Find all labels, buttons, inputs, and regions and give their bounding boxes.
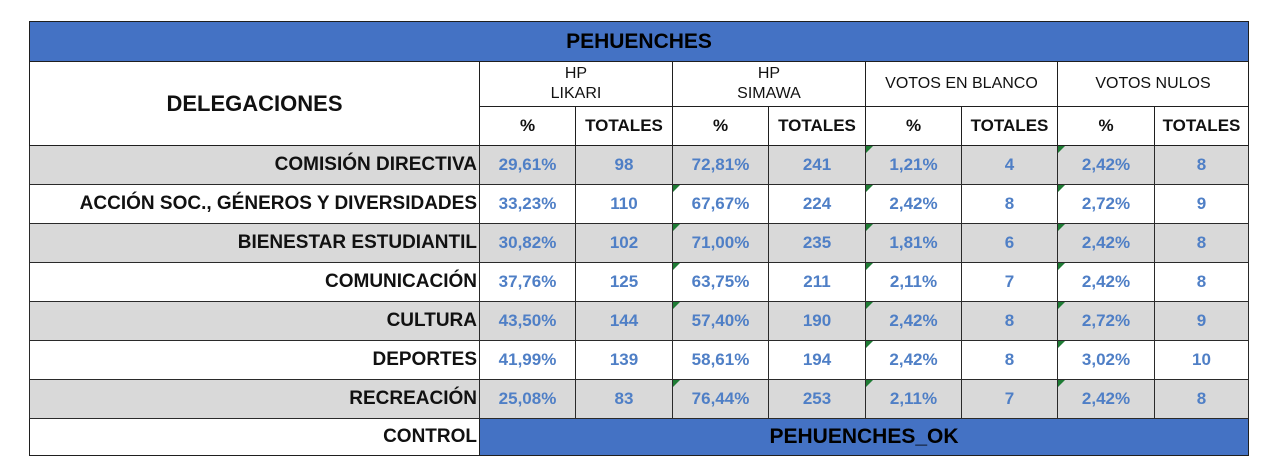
total-cell[interactable]: 194: [768, 340, 866, 380]
pct-cell[interactable]: 2,11%: [865, 262, 962, 302]
table-row: COMISIÓN DIRECTIVA 29,61% 98 72,81% 241 1,21%…: [29, 145, 1249, 185]
table-row: COMUNICACIÓN 37,76% 125 63,75% 211 2,11% 7 2,42…: [29, 262, 1249, 302]
total-cell[interactable]: 9: [1154, 301, 1249, 341]
delegation-name[interactable]: COMISIÓN DIRECTIVA: [29, 145, 480, 185]
header-row-groups: DELEGACIONES HP LIKARI HP SIMAWA VOTOS E…: [29, 61, 1249, 146]
pct-cell[interactable]: 3,02%: [1057, 340, 1155, 380]
delegation-name[interactable]: COMUNICACIÓN: [29, 262, 480, 302]
pct-cell[interactable]: 2,42%: [865, 184, 962, 224]
totals-column-header[interactable]: TOTALES: [768, 106, 866, 146]
total-cell[interactable]: 139: [575, 340, 673, 380]
pct-cell[interactable]: 2,72%: [1057, 184, 1155, 224]
pct-cell[interactable]: 41,99%: [479, 340, 576, 380]
pct-column-header[interactable]: %: [1057, 106, 1155, 146]
total-cell[interactable]: 8: [1154, 379, 1249, 419]
total-cell[interactable]: 110: [575, 184, 673, 224]
control-value[interactable]: PEHUENCHES_OK: [479, 418, 1249, 456]
delegation-name[interactable]: RECREACIÓN: [29, 379, 480, 419]
total-cell[interactable]: 102: [575, 223, 673, 263]
totals-column-header[interactable]: TOTALES: [575, 106, 673, 146]
title-row: PEHUENCHES: [29, 21, 1249, 62]
total-cell[interactable]: 8: [961, 301, 1058, 341]
table-row: CULTURA 43,50% 144 57,40% 190 2,42% 8 2,72% 9: [29, 301, 1249, 341]
table-row: BIENESTAR ESTUDIANTIL 30,82% 102 71,00% 235 1…: [29, 223, 1249, 263]
pct-cell[interactable]: 30,82%: [479, 223, 576, 263]
pct-cell[interactable]: 33,23%: [479, 184, 576, 224]
pct-column-header[interactable]: %: [865, 106, 962, 146]
total-cell[interactable]: 10: [1154, 340, 1249, 380]
total-cell[interactable]: 211: [768, 262, 866, 302]
pct-cell[interactable]: 2,42%: [865, 340, 962, 380]
total-cell[interactable]: 83: [575, 379, 673, 419]
pct-cell[interactable]: 29,61%: [479, 145, 576, 185]
results-table: PEHUENCHES DELEGACIONES HP LIKARI HP SIM…: [29, 21, 1249, 456]
total-cell[interactable]: 7: [961, 379, 1058, 419]
total-cell[interactable]: 8: [1154, 262, 1249, 302]
delegation-name[interactable]: BIENESTAR ESTUDIANTIL: [29, 223, 480, 263]
table-row: DEPORTES 41,99% 139 58,61% 194 2,42% 8 3,02% 10: [29, 340, 1249, 380]
pct-cell[interactable]: 1,81%: [865, 223, 962, 263]
total-cell[interactable]: 8: [1154, 223, 1249, 263]
delegation-name[interactable]: ACCIÓN SOC., GÉNEROS Y DIVERSIDADES: [29, 184, 480, 224]
pct-cell[interactable]: 58,61%: [672, 340, 769, 380]
total-cell[interactable]: 241: [768, 145, 866, 185]
pct-cell[interactable]: 2,42%: [1057, 145, 1155, 185]
pct-column-header[interactable]: %: [479, 106, 576, 146]
pct-cell[interactable]: 2,72%: [1057, 301, 1155, 341]
control-label[interactable]: CONTROL: [29, 418, 480, 456]
pct-cell[interactable]: 76,44%: [672, 379, 769, 419]
total-cell[interactable]: 253: [768, 379, 866, 419]
total-cell[interactable]: 98: [575, 145, 673, 185]
pct-cell[interactable]: 72,81%: [672, 145, 769, 185]
pct-cell[interactable]: 25,08%: [479, 379, 576, 419]
group-header-likari[interactable]: HP LIKARI: [479, 61, 673, 107]
delegation-name[interactable]: CULTURA: [29, 301, 480, 341]
pct-cell[interactable]: 37,76%: [479, 262, 576, 302]
group-header-simawa[interactable]: HP SIMAWA: [672, 61, 866, 107]
total-cell[interactable]: 190: [768, 301, 866, 341]
total-cell[interactable]: 125: [575, 262, 673, 302]
pct-cell[interactable]: 1,21%: [865, 145, 962, 185]
group-header-line1: HP: [757, 65, 781, 82]
group-header-line2: LIKARI: [550, 85, 602, 102]
group-header-votos-nulos[interactable]: VOTOS NULOS: [1057, 61, 1249, 107]
pct-cell[interactable]: 2,42%: [865, 301, 962, 341]
spreadsheet-table-area: PEHUENCHES DELEGACIONES HP LIKARI HP SIM…: [29, 21, 1249, 456]
total-cell[interactable]: 7: [961, 262, 1058, 302]
total-cell[interactable]: 8: [1154, 145, 1249, 185]
pct-cell[interactable]: 2,42%: [1057, 223, 1155, 263]
delegation-name[interactable]: DEPORTES: [29, 340, 480, 380]
table-row: ACCIÓN SOC., GÉNEROS Y DIVERSIDADES 33,23…: [29, 184, 1249, 224]
total-cell[interactable]: 8: [961, 340, 1058, 380]
pct-cell[interactable]: 57,40%: [672, 301, 769, 341]
totals-column-header[interactable]: TOTALES: [1154, 106, 1249, 146]
pct-column-header[interactable]: %: [672, 106, 769, 146]
group-header-line2: SIMAWA: [737, 85, 801, 102]
group-header-votos-en-blanco[interactable]: VOTOS EN BLANCO: [865, 61, 1058, 107]
header-row-columns: % TOTALES % TOTALES % TOTALES % TOTALES: [30, 106, 1249, 146]
total-cell[interactable]: 4: [961, 145, 1058, 185]
total-cell[interactable]: 235: [768, 223, 866, 263]
table-row: RECREACIÓN 25,08% 83 76,44% 253 2,11% 7 2,42% 8: [29, 379, 1249, 419]
total-cell[interactable]: 224: [768, 184, 866, 224]
delegaciones-header[interactable]: DELEGACIONES: [29, 61, 480, 146]
total-cell[interactable]: 6: [961, 223, 1058, 263]
pct-cell[interactable]: 2,11%: [865, 379, 962, 419]
pct-cell[interactable]: 2,42%: [1057, 262, 1155, 302]
group-header-line1: HP: [564, 65, 588, 82]
totals-column-header[interactable]: TOTALES: [961, 106, 1058, 146]
pct-cell[interactable]: 63,75%: [672, 262, 769, 302]
table-title[interactable]: PEHUENCHES: [29, 21, 1249, 62]
control-row: CONTROL PEHUENCHES_OK: [29, 418, 1249, 456]
pct-cell[interactable]: 2,42%: [1057, 379, 1155, 419]
total-cell[interactable]: 144: [575, 301, 673, 341]
total-cell[interactable]: 8: [961, 184, 1058, 224]
pct-cell[interactable]: 71,00%: [672, 223, 769, 263]
total-cell[interactable]: 9: [1154, 184, 1249, 224]
pct-cell[interactable]: 43,50%: [479, 301, 576, 341]
pct-cell[interactable]: 67,67%: [672, 184, 769, 224]
